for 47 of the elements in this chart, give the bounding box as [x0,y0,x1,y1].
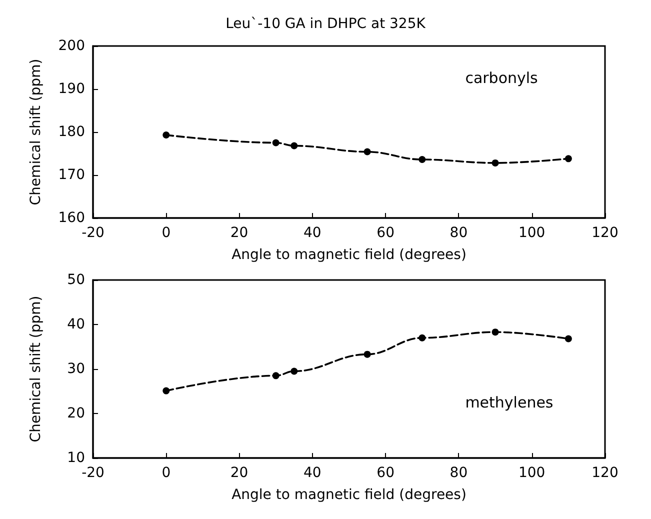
point [162,132,170,139]
point [492,159,499,166]
y-tick-label: 170 [58,167,85,183]
x-tick-label: 60 [376,225,394,241]
point [492,328,499,336]
point [162,387,170,394]
y-tick-label: 30 [67,361,85,377]
x-axis-title: Angle to magnetic field (degrees) [232,247,466,263]
text: methylenes [465,394,554,412]
x-tick-label: 120 [592,465,618,481]
x-tick-label: -20 [82,465,104,481]
x-tick-label: 20 [230,225,248,241]
point [272,139,280,146]
y-tick-label: 200 [58,38,85,54]
x-tick-label: 100 [518,225,546,241]
y-axis-title: Chemical shift (ppm) [28,58,44,206]
x-axis-title: Angle to magnetic field (degrees) [232,487,466,503]
y-tick-label: 160 [58,210,85,226]
y-tick-label: 20 [67,406,85,422]
x-tick-label: 120 [592,225,618,241]
x-tick-label: 0 [162,225,171,241]
y-axis-title: Chemical shift (ppm) [28,296,44,442]
point [564,155,572,162]
x-tick-label: 0 [162,465,171,481]
y-tick-label: 50 [67,272,85,288]
text: carbonyls [465,68,538,87]
x-tick-label: 40 [304,225,322,241]
point [272,372,280,380]
x-tick-label: 80 [450,225,468,241]
point [364,350,371,358]
point [418,334,426,342]
point [564,335,572,342]
x-tick-label: 60 [376,465,394,481]
y-tick-label: 180 [58,124,85,140]
point [290,142,298,150]
x-tick-label: 100 [518,465,546,481]
point [418,156,426,164]
x-tick-label: 20 [230,465,248,481]
x-tick-label: -20 [82,225,104,241]
y-tick-label: 190 [58,81,85,97]
x-tick-label: 80 [450,465,468,481]
x-tick-label: 40 [304,465,322,481]
point [290,368,298,375]
y-tick-label: 10 [67,450,85,466]
point [364,148,371,156]
chart-title: Leu`-10 GA in DHPC at 325K [226,16,426,32]
y-tick-label: 40 [67,316,85,332]
